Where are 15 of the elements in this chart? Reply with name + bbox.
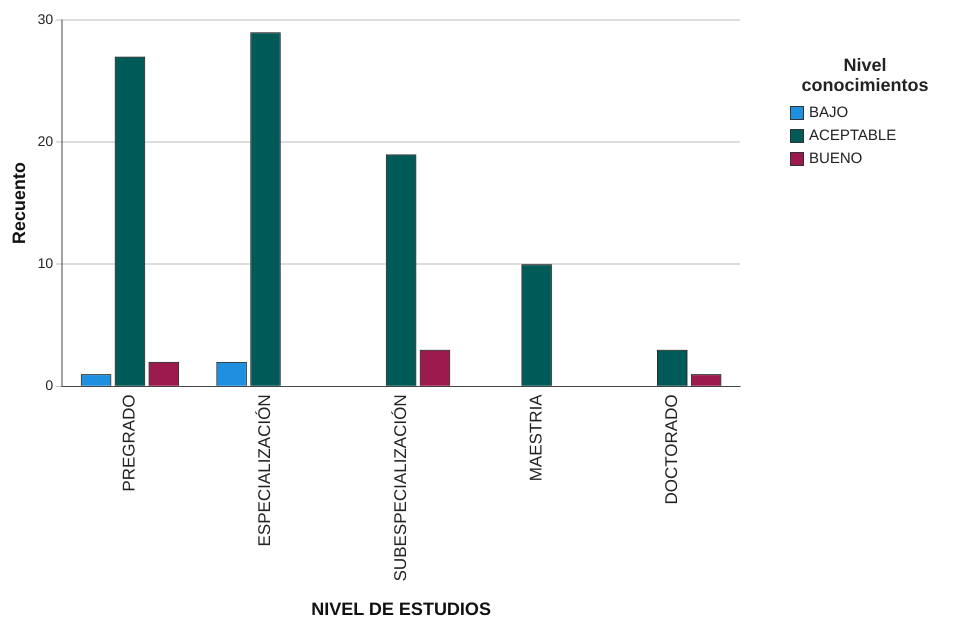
legend-title: Nivel conocimientos	[800, 55, 930, 95]
y-axis-title: Recuento	[8, 162, 29, 244]
x-tick-label: PREGRADO	[120, 394, 139, 492]
legend-label: BAJO	[809, 104, 848, 121]
x-tick-label: MAESTRIA	[526, 394, 546, 482]
x-tick-label: DOCTORADO	[662, 394, 681, 505]
x-tick-label: SUBESPECIALIZACIÓN	[390, 394, 410, 582]
legend-label: ACEPTABLE	[809, 127, 896, 144]
x-axis-title: NIVEL DE ESTUDIOS	[311, 599, 491, 620]
legend-label: BUENO	[809, 150, 862, 167]
x-tick-label: ESPECIALIZACIÓN	[255, 394, 274, 546]
y-tick-label: 0	[45, 377, 54, 394]
y-tick-label: 10	[38, 255, 54, 272]
y-tick-label: 30	[38, 10, 54, 27]
y-tick-label: 20	[38, 132, 54, 149]
